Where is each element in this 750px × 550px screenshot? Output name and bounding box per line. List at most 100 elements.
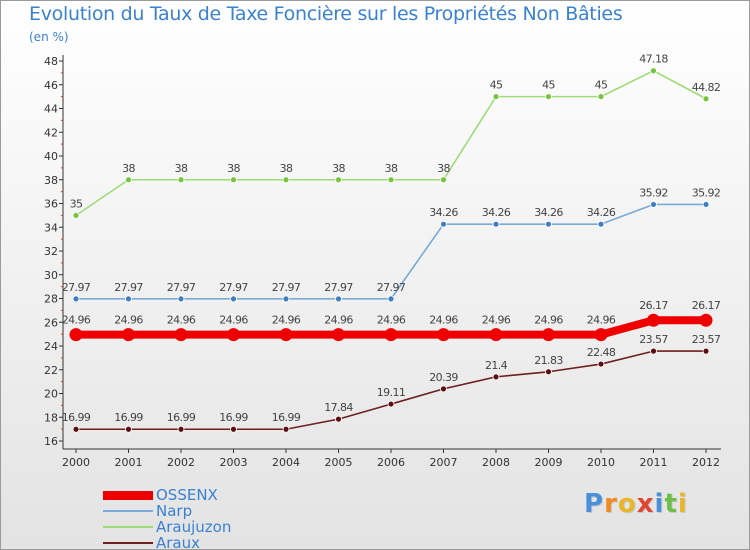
data-label: 35	[70, 197, 83, 210]
data-label: 26.17	[639, 299, 668, 312]
data-label: 38	[332, 162, 345, 175]
data-label: 35.92	[639, 186, 668, 199]
data-point	[230, 425, 237, 433]
unit-label: (en %)	[29, 30, 69, 44]
data-point	[332, 328, 345, 342]
data-point	[597, 220, 605, 228]
legend-swatch	[103, 490, 153, 500]
data-point	[699, 313, 713, 327]
proxiti-logo: Proxiti	[584, 489, 688, 519]
x-tick-label: 2007	[430, 456, 458, 469]
data-label: 34.26	[534, 206, 563, 219]
data-label: 21.4	[485, 359, 508, 372]
data-point	[545, 220, 552, 228]
x-tick-label: 2009	[535, 456, 563, 469]
data-point	[650, 347, 657, 355]
data-point	[702, 95, 710, 103]
data-label: 23.57	[639, 333, 668, 346]
y-tick-label: 18	[44, 411, 58, 424]
data-label: 24.96	[167, 314, 196, 327]
legend-swatch	[103, 510, 153, 512]
y-tick-label: 34	[44, 221, 58, 234]
data-label: 24.96	[324, 314, 353, 327]
data-point	[440, 176, 447, 184]
y-tick-label: 46	[44, 79, 58, 92]
data-point	[282, 176, 290, 184]
series-lines	[75, 69, 707, 431]
y-tick-label: 42	[44, 126, 58, 139]
data-point	[594, 328, 608, 342]
y-tick-label: 44	[44, 103, 58, 116]
x-tick-label: 2008	[482, 456, 510, 469]
data-point	[384, 328, 398, 342]
y-tick-label: 48	[44, 55, 58, 68]
data-label: 45	[490, 79, 503, 92]
logo-letter: i	[677, 489, 688, 519]
data-point	[335, 415, 342, 423]
y-tick-label: 26	[44, 316, 58, 329]
data-point	[437, 328, 450, 342]
data-point	[597, 360, 605, 368]
data-label: 24.96	[62, 314, 91, 327]
data-point	[72, 425, 80, 433]
x-tick-label: 2005	[325, 456, 353, 469]
data-label: 16.99	[167, 411, 196, 424]
y-tick-label: 40	[44, 150, 58, 163]
data-point	[650, 201, 657, 208]
data-label: 26.17	[692, 299, 721, 312]
data-label: 24.96	[114, 314, 143, 327]
data-point	[387, 176, 395, 184]
data-point	[227, 328, 240, 342]
legend-swatch	[103, 542, 153, 544]
data-label: 16.99	[62, 411, 91, 424]
data-point	[125, 295, 132, 303]
data-label: 45	[542, 79, 555, 92]
data-label: 24.96	[377, 314, 406, 327]
data-point	[597, 93, 605, 101]
data-label: 34.26	[429, 206, 458, 219]
data-point	[702, 201, 710, 208]
data-point	[335, 295, 342, 303]
data-label: 27.97	[114, 281, 143, 294]
data-point	[545, 93, 552, 101]
data-label: 34.26	[587, 206, 616, 219]
data-labels: 27.97 27.97 27.97 27.97 27.97 27.97 27.97 34.26…	[62, 53, 722, 425]
legend-label: Araujuzon	[156, 518, 232, 536]
data-label: 24.96	[219, 314, 248, 327]
data-point	[702, 347, 710, 355]
y-tick-label: 38	[44, 174, 58, 187]
data-point	[647, 313, 660, 327]
data-label: 27.97	[167, 281, 196, 294]
data-label: 24.96	[482, 314, 511, 327]
legend: OSSENX Narp Araujuzon Araux	[103, 487, 231, 549]
y-tick-label: 24	[44, 340, 58, 353]
data-label: 35.92	[692, 186, 721, 199]
data-point	[492, 220, 500, 228]
data-label: 38	[280, 162, 293, 175]
logo-letter: P	[584, 489, 605, 519]
data-point	[387, 400, 395, 408]
logo-letter: x	[636, 489, 655, 519]
y-tick-label: 28	[44, 293, 58, 306]
data-label: 27.97	[272, 281, 301, 294]
series-line-araujuzon	[75, 69, 707, 217]
data-point	[174, 328, 188, 342]
series-points	[69, 67, 713, 433]
data-point	[125, 425, 132, 433]
y-tick-label: 30	[44, 269, 58, 282]
data-label: 24.96	[534, 314, 563, 327]
data-label: 24.96	[587, 314, 616, 327]
data-point	[335, 176, 342, 184]
legend-item-ossenx: OSSENX	[103, 487, 231, 503]
logo-letter: i	[654, 489, 665, 519]
data-label: 27.97	[377, 281, 406, 294]
legend-swatch	[103, 526, 153, 528]
data-point	[69, 328, 83, 342]
data-point	[122, 328, 135, 342]
legend-item-araujuzon: Araujuzon	[103, 519, 231, 535]
x-tick-label: 2010	[587, 456, 615, 469]
data-point	[387, 295, 395, 303]
axes-group: 16 18 20 22 24 26 28 30 32 34 36 38 40 42 44 46 48 2000 20…	[44, 55, 721, 469]
y-tick-label: 36	[44, 198, 58, 211]
data-label: 16.99	[272, 411, 301, 424]
